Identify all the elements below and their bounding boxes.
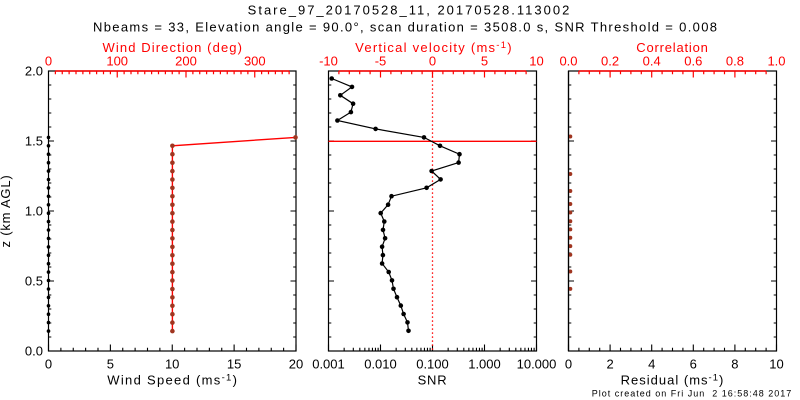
svg-text:0.100: 0.100 xyxy=(416,357,449,372)
svg-text:4: 4 xyxy=(648,357,655,372)
svg-text:5: 5 xyxy=(481,54,488,69)
svg-text:0: 0 xyxy=(565,357,572,372)
svg-text:Vertical velocity (ms-1): Vertical velocity (ms-1) xyxy=(355,40,513,55)
svg-text:20: 20 xyxy=(289,357,303,372)
svg-text:0.0: 0.0 xyxy=(25,344,43,359)
svg-text:2: 2 xyxy=(606,357,613,372)
svg-text:0: 0 xyxy=(45,54,52,69)
svg-text:300: 300 xyxy=(244,54,266,69)
svg-text:Correlation: Correlation xyxy=(636,40,708,55)
svg-text:1.5: 1.5 xyxy=(25,134,43,149)
svg-text:10: 10 xyxy=(529,54,543,69)
svg-text:0: 0 xyxy=(429,54,436,69)
svg-text:1.0: 1.0 xyxy=(767,54,785,69)
svg-text:SNR: SNR xyxy=(418,373,448,388)
svg-text:5: 5 xyxy=(107,357,114,372)
svg-text:15: 15 xyxy=(227,357,241,372)
svg-text:0.010: 0.010 xyxy=(364,357,397,372)
svg-text:0.001: 0.001 xyxy=(312,357,345,372)
svg-text:8: 8 xyxy=(731,357,738,372)
svg-text:Stare_97_20170528_11, 20170528: Stare_97_20170528_11, 20170528.113002 xyxy=(248,3,572,18)
svg-text:1.0: 1.0 xyxy=(25,204,43,219)
svg-text:100: 100 xyxy=(106,54,128,69)
svg-text:0.6: 0.6 xyxy=(684,54,702,69)
svg-text:10: 10 xyxy=(165,357,179,372)
svg-text:0.4: 0.4 xyxy=(643,54,661,69)
svg-text:0.2: 0.2 xyxy=(601,54,619,69)
svg-text:Wind Direction (deg): Wind Direction (deg) xyxy=(103,40,244,55)
svg-text:0.5: 0.5 xyxy=(25,274,43,289)
svg-text:Wind Speed (ms-1): Wind Speed (ms-1) xyxy=(107,373,238,388)
svg-text:-5: -5 xyxy=(375,54,387,69)
svg-text:10.000: 10.000 xyxy=(517,357,557,372)
svg-text:z (km AGL): z (km AGL) xyxy=(0,174,13,247)
svg-text:1.000: 1.000 xyxy=(468,357,501,372)
svg-text:Nbeams = 33, Elevation angle =: Nbeams = 33, Elevation angle = 90.0°, sc… xyxy=(93,20,718,35)
svg-text:2.0: 2.0 xyxy=(25,64,43,79)
svg-text:200: 200 xyxy=(175,54,197,69)
svg-text:0.0: 0.0 xyxy=(559,54,577,69)
svg-text:6: 6 xyxy=(690,357,697,372)
svg-text:10: 10 xyxy=(769,357,783,372)
svg-text:Plot created on Fri Jun 2 16:: Plot created on Fri Jun 2 16:58:48 2017 xyxy=(592,388,793,398)
svg-text:0: 0 xyxy=(45,357,52,372)
svg-text:0.8: 0.8 xyxy=(726,54,744,69)
svg-text:-10: -10 xyxy=(319,54,338,69)
svg-text:Residual (ms-1): Residual (ms-1) xyxy=(621,373,725,388)
